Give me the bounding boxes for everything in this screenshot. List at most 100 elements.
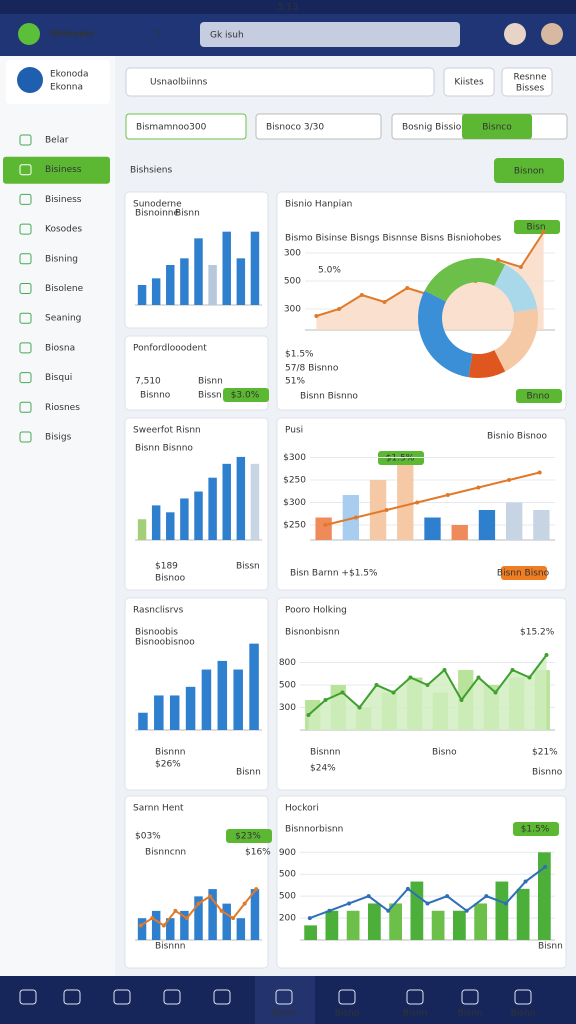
bar (342, 495, 359, 540)
line-point (445, 493, 450, 497)
panel-title: Ponfordlooodent (133, 344, 207, 354)
nav-icon (19, 312, 32, 324)
nav-item[interactable]: Bisqui (45, 373, 72, 383)
bar (180, 910, 189, 940)
line-point (173, 908, 178, 913)
label: $1.5% (285, 350, 314, 360)
line-point (484, 894, 489, 899)
y-tick-label: 500 (284, 277, 301, 287)
nav-item[interactable]: Bisning (45, 254, 78, 264)
y-tick-label: 500 (279, 681, 296, 691)
label: 5:13 (278, 3, 298, 13)
nav-item[interactable]: Bisiness (45, 195, 82, 205)
badge (223, 388, 269, 402)
line-point (384, 508, 389, 512)
line-area (308, 655, 547, 730)
nav-icon (113, 989, 131, 1005)
bar (194, 896, 203, 940)
y-tick-label: 200 (279, 914, 296, 924)
label: Bisnoinne (135, 209, 179, 219)
bar (154, 695, 164, 730)
badge (514, 220, 560, 234)
filter-label[interactable]: Bosnig Bissiohines (402, 123, 486, 133)
nav-icon (63, 989, 81, 1005)
line-point (184, 916, 189, 921)
y-tick-label: 300 (284, 249, 301, 259)
nav-label[interactable]: Bisnn (272, 1009, 297, 1019)
label: $189 (155, 562, 178, 572)
nav-item[interactable]: Kosodes (45, 225, 82, 235)
line-point (382, 300, 387, 304)
line-area (316, 232, 544, 330)
bar (180, 498, 189, 540)
nav-item[interactable]: Bisolene (45, 284, 84, 294)
nav-item[interactable]: Seaning (45, 314, 81, 324)
bar (208, 889, 217, 940)
y-tick-label: 300 (284, 305, 301, 315)
label[interactable]: Resnne (513, 73, 546, 83)
label: Bisnncnn (145, 848, 186, 858)
bar (431, 910, 445, 940)
panel (124, 795, 269, 969)
nav-icon (514, 989, 532, 1005)
line-point (405, 886, 410, 891)
bar (533, 510, 550, 540)
nav-item[interactable]: Bisiness (45, 165, 82, 175)
label: 51% (285, 377, 305, 387)
nav-label[interactable]: Bisnn (458, 1009, 483, 1019)
label[interactable]: Bisnon (514, 167, 544, 177)
bar (451, 525, 468, 540)
line-point (359, 293, 364, 297)
panel (276, 417, 567, 591)
bar (208, 477, 217, 540)
bar (166, 265, 175, 305)
nav-icon (338, 989, 356, 1005)
bar (194, 491, 203, 540)
bar (346, 910, 360, 940)
nav-label[interactable]: Bisnn (511, 1009, 536, 1019)
filter-active (462, 114, 532, 139)
label: Bisnonbisnn (285, 628, 340, 638)
line-point (523, 879, 528, 884)
label[interactable]: Kiistes (454, 78, 484, 88)
bar (217, 660, 228, 730)
nav-icon (461, 989, 479, 1005)
nav-item[interactable]: Belar (45, 136, 69, 146)
bar (194, 238, 203, 305)
label: $1.5% (521, 825, 550, 835)
line-point (340, 690, 345, 695)
line (325, 471, 540, 526)
badge (226, 829, 272, 843)
label: Bisnno (140, 391, 171, 401)
filter-label[interactable]: Bisnco (482, 123, 512, 133)
nav-label[interactable]: Bisnn (403, 1009, 428, 1019)
nav-item[interactable]: Riosnes (45, 403, 80, 413)
y-tick-label: 300 (279, 703, 296, 713)
bar (236, 456, 246, 540)
bar (397, 465, 414, 540)
bar (137, 285, 147, 305)
panel-title: Pusi (285, 426, 303, 436)
bar (151, 910, 161, 940)
bar (250, 231, 260, 305)
bar (538, 852, 551, 940)
label[interactable]: Y (154, 30, 161, 40)
line-point (306, 713, 311, 717)
filter-label[interactable]: Bisnoco 3/30 (266, 123, 324, 133)
label: Bismo Bisinse Bisngs Bisnnse Bisns Bisni… (285, 234, 501, 244)
line-point (357, 705, 362, 710)
nav-icon (213, 989, 231, 1005)
line-point (242, 901, 247, 906)
nav-item[interactable]: Biosna (45, 343, 75, 353)
nav-item[interactable]: Bisigs (45, 433, 72, 443)
label: Bisnn Bisno (497, 569, 550, 579)
nav-label[interactable]: Bisno (335, 1009, 360, 1019)
line-point (541, 230, 546, 234)
label: Bisnnn (155, 748, 185, 758)
bar (222, 903, 231, 940)
line-point (314, 314, 319, 318)
line-point (347, 901, 352, 906)
line-point (366, 894, 371, 899)
line-point (543, 864, 548, 869)
filter-label[interactable]: Bismamnoo300 (136, 123, 207, 133)
